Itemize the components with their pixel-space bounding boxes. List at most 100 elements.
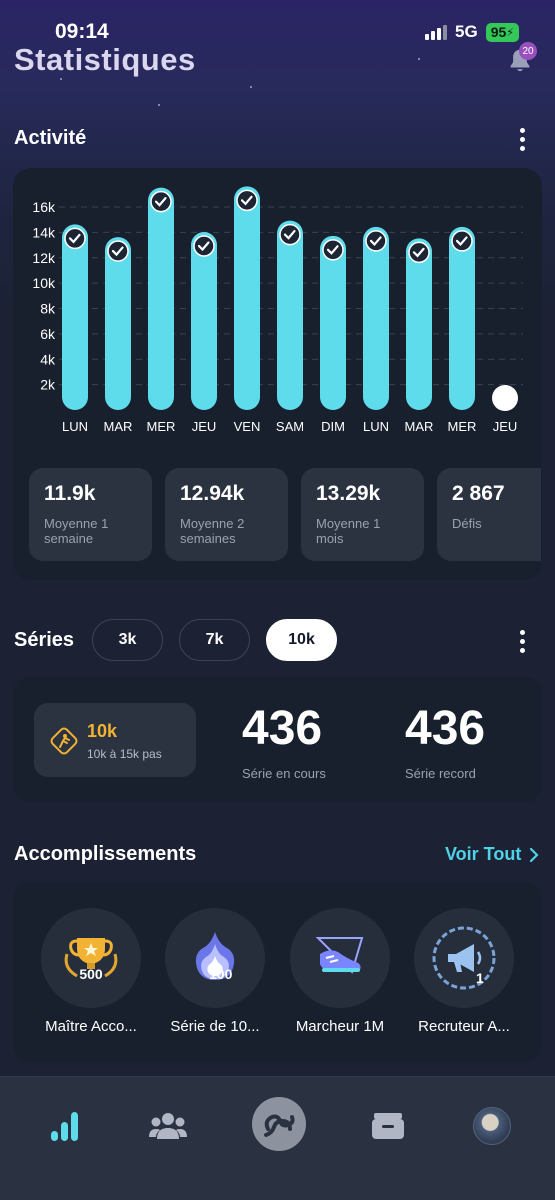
x-tick-label: MAR — [104, 419, 133, 434]
nav-profile[interactable] — [467, 1101, 517, 1151]
x-tick-label: SAM — [276, 419, 304, 434]
battery-level: 95 — [490, 24, 507, 40]
activity-chart: 2k 4k 6k 8k 10k 12k 14k 16k LUN MAR MER JEU VEN SAM DI… — [32, 186, 523, 434]
achievement-label: Marcheur 1M — [295, 1018, 385, 1035]
stat-label: Moyenne 1 mois — [316, 516, 381, 546]
goal-check-icon — [193, 235, 215, 257]
see-all-link[interactable]: Voir Tout — [445, 844, 539, 865]
activity-card: 2k 4k 6k 8k 10k 12k 14k 16k LUN MAR MER JEU VEN SAM DI… — [13, 168, 542, 580]
runner-icon — [50, 727, 78, 755]
achievement-level: 100 — [209, 966, 233, 982]
y-tick-label: 10k — [32, 275, 56, 291]
star-decoration — [60, 78, 62, 80]
stat-label: Moyenne 1 semaine — [44, 516, 109, 546]
x-tick-label: JEU — [192, 419, 217, 434]
achievement-badge[interactable] — [290, 908, 390, 1008]
stat-value: 11.9k — [44, 482, 96, 505]
home-icon — [264, 1114, 295, 1137]
today-marker — [492, 385, 518, 411]
status-time: 09:14 — [55, 20, 109, 43]
check-mark — [369, 236, 382, 247]
y-tick-label: 14k — [32, 224, 56, 240]
x-tick-label: MER — [448, 419, 477, 434]
current-streak-value: 436 — [242, 702, 323, 755]
y-tick-label: 8k — [40, 301, 56, 317]
chevron-right-icon — [530, 847, 539, 862]
battery-indicator: 95 ⚡ — [485, 22, 519, 42]
stat-card-month[interactable]: 13.29k Moyenne 1 mois — [301, 468, 424, 561]
series-tier: 10k 10k à 15k pas — [34, 703, 196, 777]
check-mark — [154, 197, 167, 207]
chart-bar — [62, 224, 88, 410]
check-mark — [326, 245, 339, 255]
series-tier-range: 10k à 15k pas — [87, 747, 162, 761]
achievements-title: Accomplissements — [14, 843, 197, 865]
chart-bar — [363, 226, 389, 410]
x-tick-label: MER — [147, 419, 176, 434]
y-tick-label: 2k — [40, 377, 56, 393]
charging-icon: ⚡ — [506, 26, 514, 39]
trophy-icon — [64, 938, 118, 978]
nav-home[interactable] — [252, 1097, 306, 1151]
nav-stats[interactable] — [40, 1101, 90, 1151]
check-mark — [283, 229, 296, 240]
activity-more-icon[interactable] — [519, 128, 525, 151]
nav-wallet[interactable] — [363, 1101, 413, 1151]
y-tick-label: 12k — [32, 250, 56, 266]
x-tick-label: JEU — [493, 419, 518, 434]
check-mark — [455, 236, 468, 247]
current-streak-label: Série en cours — [242, 766, 326, 781]
series-card: 10k 10k à 15k pas 436 Série en cours 436… — [13, 677, 542, 802]
friends-icon — [149, 1113, 187, 1139]
notification-badge: 20 — [519, 42, 537, 60]
profile-avatar — [473, 1107, 511, 1145]
stat-value: 13.29k — [316, 482, 381, 505]
y-tick-label: 4k — [40, 351, 56, 367]
achievement-badge[interactable]: 1 — [414, 908, 514, 1008]
achievement-label: Série de 10... — [170, 1018, 260, 1035]
stat-card-week[interactable]: 11.9k Moyenne 1 semaine — [29, 468, 152, 561]
achievement-badge[interactable]: 100 — [165, 908, 265, 1008]
x-tick-label: VEN — [234, 419, 261, 434]
goal-check-icon — [451, 230, 473, 252]
series-tab-7k[interactable]: 7k — [179, 619, 250, 661]
series-more-icon[interactable] — [519, 630, 525, 653]
nav-friends[interactable] — [143, 1101, 193, 1151]
goal-check-icon — [408, 241, 430, 264]
record-streak-label: Série record — [405, 766, 476, 781]
star-decoration — [158, 104, 160, 106]
signal-icon — [425, 24, 447, 40]
series-tab-3k[interactable]: 3k — [92, 619, 163, 661]
wallet-icon — [372, 1113, 404, 1139]
stat-card-two-weeks[interactable]: 12.94k Moyenne 2 semaines — [165, 468, 288, 561]
y-tick-label: 6k — [40, 326, 56, 342]
stat-card-challenges[interactable]: 2 867 Défis — [437, 468, 541, 561]
achievement-badge[interactable]: 500 — [41, 908, 141, 1008]
goal-check-icon — [279, 223, 301, 246]
record-streak-value: 436 — [405, 702, 486, 755]
chart-bar — [449, 226, 475, 410]
check-mark — [111, 246, 124, 257]
see-all-label: Voir Tout — [445, 844, 522, 864]
network-label: 5G — [455, 22, 478, 41]
y-tick-label: 16k — [32, 199, 56, 215]
chart-bar — [277, 220, 303, 410]
check-mark — [197, 241, 210, 252]
chart-bar — [234, 186, 260, 410]
goal-check-icon — [150, 190, 172, 213]
star-decoration — [250, 86, 252, 88]
status-bar: 09:14 5G 95 ⚡ — [0, 0, 555, 50]
achievement-label: Maître Acco... — [45, 1018, 137, 1035]
series-tab-10k[interactable]: 10k — [266, 619, 337, 661]
achievement-level: 1 — [476, 970, 484, 986]
stat-label: Moyenne 2 semaines — [180, 516, 245, 546]
activity-title: Activité — [14, 127, 87, 149]
goal-check-icon — [64, 227, 86, 250]
stats-row[interactable]: 11.9k Moyenne 1 semaine 12.94k Moyenne 2… — [29, 468, 541, 564]
star-decoration — [418, 58, 420, 60]
chart-bar — [148, 187, 174, 410]
stat-label: Défis — [452, 516, 482, 531]
goal-check-icon — [107, 240, 129, 262]
check-mark — [240, 195, 253, 206]
x-tick-label: DIM — [321, 419, 345, 434]
